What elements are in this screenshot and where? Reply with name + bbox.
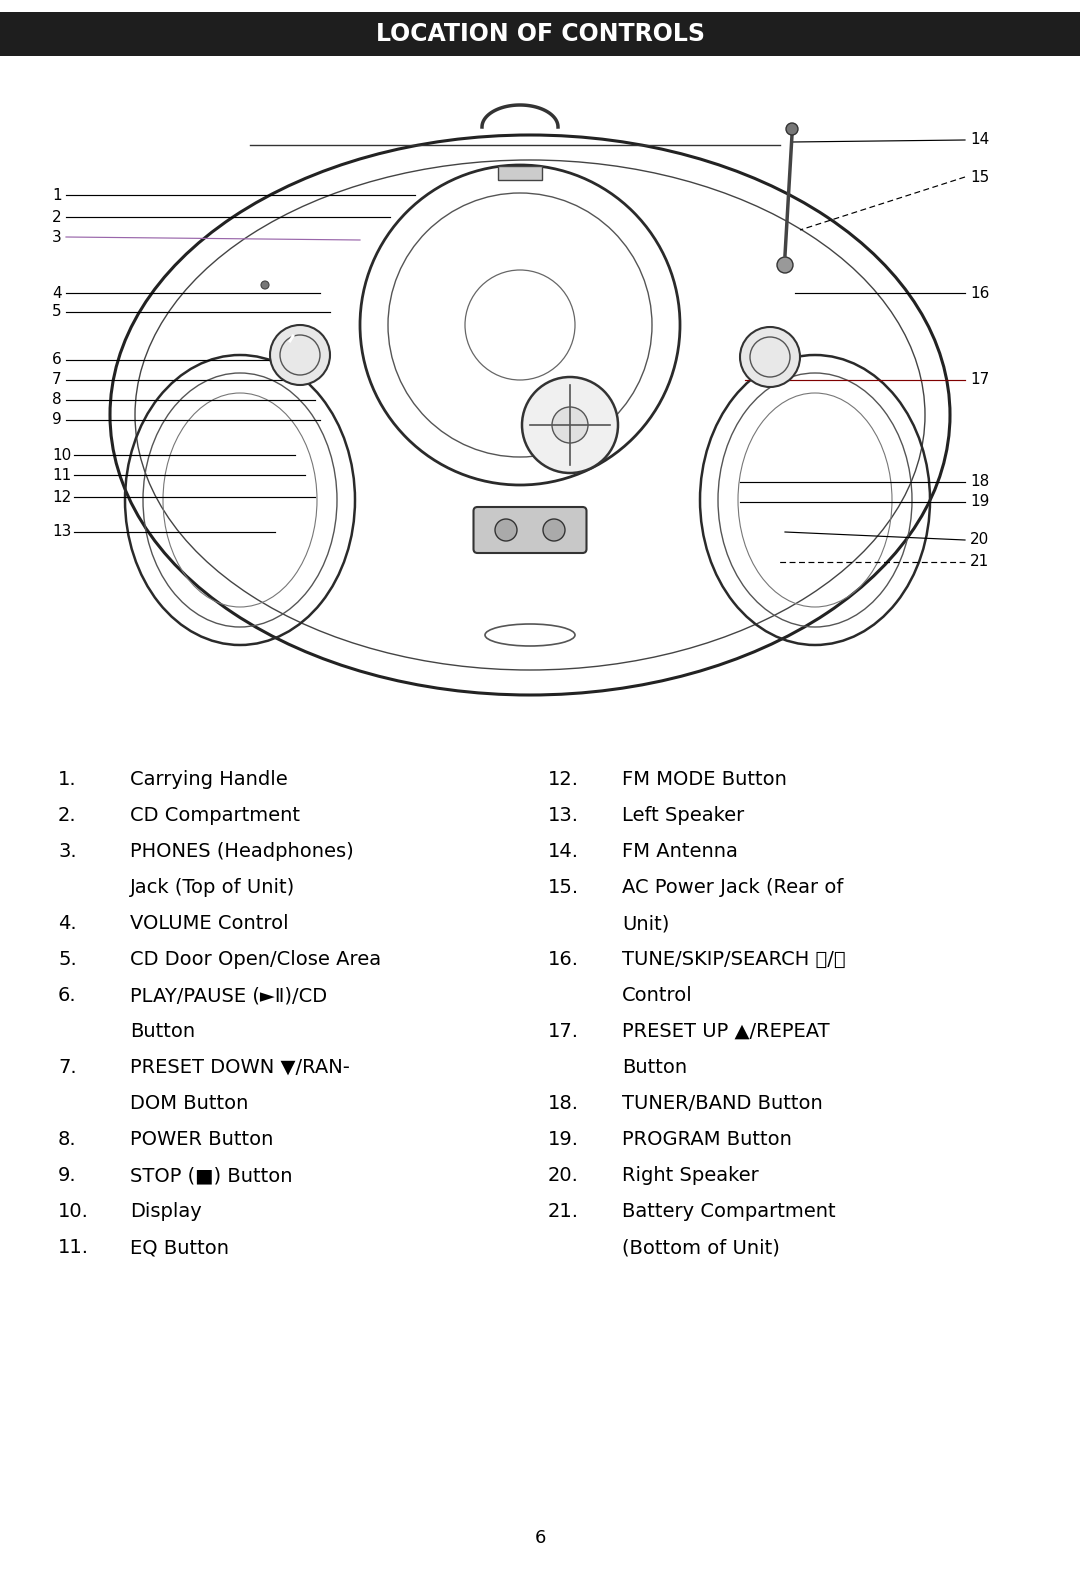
Text: 14: 14 <box>970 132 989 148</box>
Text: Control: Control <box>622 986 692 1005</box>
Text: Battery Compartment: Battery Compartment <box>622 1203 836 1221</box>
Text: 15: 15 <box>970 170 989 185</box>
Text: TUNER/BAND Button: TUNER/BAND Button <box>622 1094 823 1113</box>
Text: 9: 9 <box>52 413 62 427</box>
Text: DOM Button: DOM Button <box>130 1094 248 1113</box>
Text: 10.: 10. <box>58 1203 89 1221</box>
Text: 20: 20 <box>970 532 989 548</box>
Text: 6.: 6. <box>58 986 77 1005</box>
Text: 3.: 3. <box>58 842 77 860</box>
Text: 13: 13 <box>52 524 71 540</box>
Text: AC Power Jack (Rear of: AC Power Jack (Rear of <box>622 878 843 896</box>
Text: 8.: 8. <box>58 1130 77 1149</box>
Text: STOP (■) Button: STOP (■) Button <box>130 1167 293 1185</box>
Text: 14.: 14. <box>548 842 579 860</box>
Text: Carrying Handle: Carrying Handle <box>130 769 287 790</box>
Text: 4: 4 <box>52 286 62 300</box>
Text: PHONES (Headphones): PHONES (Headphones) <box>130 842 354 860</box>
Text: PLAY/PAUSE (►Ⅱ)/CD: PLAY/PAUSE (►Ⅱ)/CD <box>130 986 327 1005</box>
Text: FM Antenna: FM Antenna <box>622 842 738 860</box>
Text: 13.: 13. <box>548 805 579 824</box>
Text: 16: 16 <box>970 286 989 300</box>
Text: PRESET DOWN ▼/RAN-: PRESET DOWN ▼/RAN- <box>130 1058 350 1077</box>
Text: 1.: 1. <box>58 769 77 790</box>
Text: 7: 7 <box>52 372 62 388</box>
Text: 6: 6 <box>52 353 62 367</box>
Text: PROGRAM Button: PROGRAM Button <box>622 1130 792 1149</box>
Text: (Bottom of Unit): (Bottom of Unit) <box>622 1239 780 1258</box>
Text: Display: Display <box>130 1203 202 1221</box>
Text: VOLUME Control: VOLUME Control <box>130 914 288 933</box>
Text: 10: 10 <box>52 447 71 463</box>
Text: 12.: 12. <box>548 769 579 790</box>
Text: Button: Button <box>622 1058 687 1077</box>
Circle shape <box>786 122 798 135</box>
Circle shape <box>740 327 800 386</box>
Text: Unit): Unit) <box>622 914 670 933</box>
FancyBboxPatch shape <box>473 507 586 553</box>
Circle shape <box>552 407 588 443</box>
Text: CD Compartment: CD Compartment <box>130 805 300 824</box>
Text: FM MODE Button: FM MODE Button <box>622 769 787 790</box>
Text: Jack (Top of Unit): Jack (Top of Unit) <box>130 878 295 896</box>
Text: 12: 12 <box>52 490 71 504</box>
Text: 2: 2 <box>52 209 62 225</box>
Circle shape <box>543 520 565 542</box>
Text: 17.: 17. <box>548 1022 579 1041</box>
Text: 17: 17 <box>970 372 989 388</box>
Text: 3: 3 <box>52 229 62 245</box>
Circle shape <box>777 257 793 273</box>
Text: 5: 5 <box>52 305 62 320</box>
Text: 5.: 5. <box>58 950 77 969</box>
Text: 21: 21 <box>970 554 989 570</box>
Text: 19.: 19. <box>548 1130 579 1149</box>
Text: 21.: 21. <box>548 1203 579 1221</box>
Text: 11: 11 <box>52 468 71 482</box>
Text: POWER Button: POWER Button <box>130 1130 273 1149</box>
Text: 6: 6 <box>535 1529 545 1546</box>
Text: 18: 18 <box>970 474 989 490</box>
Text: 9.: 9. <box>58 1167 77 1185</box>
Text: 8: 8 <box>52 392 62 408</box>
Text: PRESET UP ▲/REPEAT: PRESET UP ▲/REPEAT <box>622 1022 829 1041</box>
Text: TUNE/SKIP/SEARCH ⏮/⏭: TUNE/SKIP/SEARCH ⏮/⏭ <box>622 950 846 969</box>
Text: 16.: 16. <box>548 950 579 969</box>
Text: 2.: 2. <box>58 805 77 824</box>
Text: 11.: 11. <box>58 1239 89 1258</box>
Text: 19: 19 <box>970 495 989 510</box>
Circle shape <box>261 281 269 289</box>
Text: 7.: 7. <box>58 1058 77 1077</box>
Bar <box>0 13 1080 57</box>
Circle shape <box>522 377 618 473</box>
Circle shape <box>270 325 330 385</box>
Text: Left Speaker: Left Speaker <box>622 805 744 824</box>
Text: LOCATION OF CONTROLS: LOCATION OF CONTROLS <box>376 22 704 46</box>
Text: 15.: 15. <box>548 878 579 896</box>
Text: Button: Button <box>130 1022 195 1041</box>
Text: 18.: 18. <box>548 1094 579 1113</box>
Text: 4.: 4. <box>58 914 77 933</box>
Bar <box>498 166 542 181</box>
Text: 20.: 20. <box>548 1167 579 1185</box>
Text: Right Speaker: Right Speaker <box>622 1167 759 1185</box>
Text: 1: 1 <box>52 187 62 203</box>
Text: CD Door Open/Close Area: CD Door Open/Close Area <box>130 950 381 969</box>
Ellipse shape <box>110 135 950 696</box>
Circle shape <box>495 520 517 542</box>
Text: EQ Button: EQ Button <box>130 1239 229 1258</box>
